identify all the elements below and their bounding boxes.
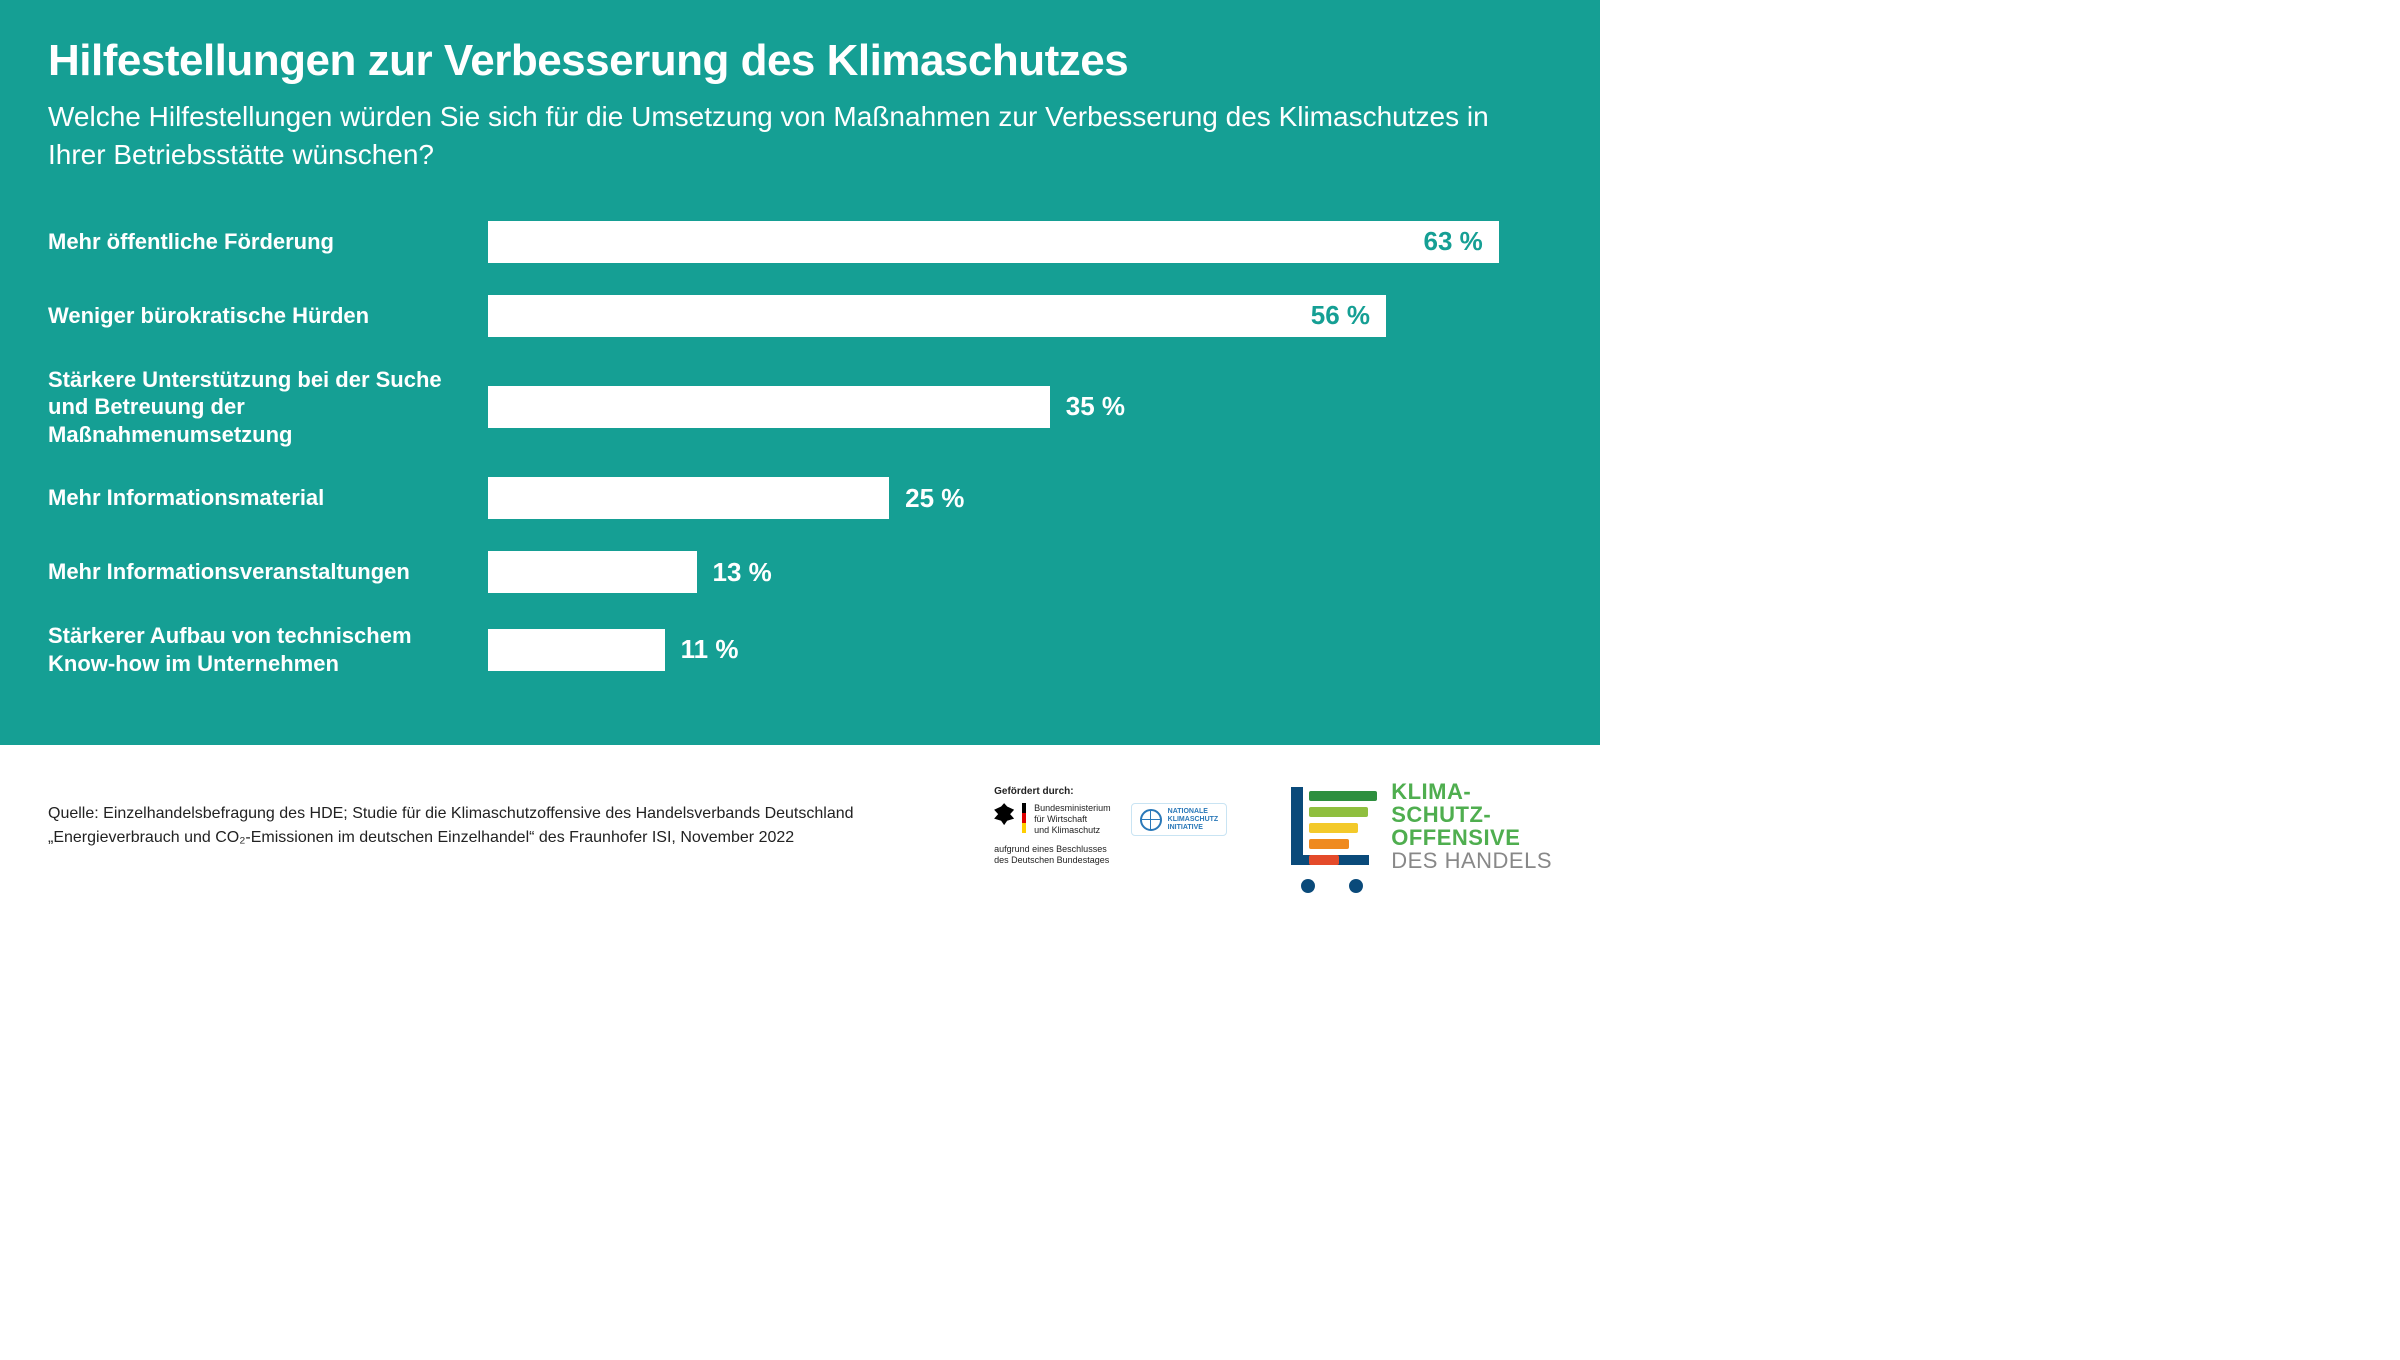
bar-row: Weniger bürokratische Hürden 56 %: [48, 292, 1552, 340]
bar-value: 63 %: [1424, 226, 1483, 257]
bar-fill: [488, 477, 889, 519]
chart-title: Hilfestellungen zur Verbesserung des Kli…: [48, 36, 1552, 86]
bar-fill: [488, 629, 665, 671]
bar-fill: 63 %: [488, 221, 1499, 263]
sponsor-heading: Gefördert durch:: [994, 786, 1073, 797]
bar-fill: [488, 551, 697, 593]
bar-track: 56 %: [488, 295, 1552, 337]
source-line1: Quelle: Einzelhandelsbefragung des HDE; …: [48, 802, 994, 826]
bar-label: Mehr Informationsmaterial: [48, 484, 488, 512]
brand-logo: KLIMA- SCHUTZ- OFFENSIVE DES HANDELS: [1287, 780, 1552, 872]
nki-line3: INITIATIVE: [1168, 824, 1219, 832]
bar-row: Stärkerer Aufbau von technischem Know-ho…: [48, 622, 1552, 677]
brand-line2: SCHUTZ-: [1391, 803, 1552, 826]
bar-label: Mehr öffentliche Förderung: [48, 228, 488, 256]
bar-value: 25 %: [905, 483, 964, 514]
bar-fill: 56 %: [488, 295, 1386, 337]
bar-list: Mehr öffentliche Förderung 63 % Weniger bü…: [48, 218, 1552, 721]
brand-line4: DES HANDELS: [1391, 849, 1552, 872]
sponsor-sub-line2: des Deutschen Bundestages: [994, 855, 1109, 866]
globe-icon: [1140, 809, 1162, 831]
brand-line3: OFFENSIVE: [1391, 826, 1552, 849]
bar-track: 35 %: [488, 386, 1552, 428]
bar-track: 63 %: [488, 221, 1552, 263]
bar-label: Mehr Informationsveranstaltungen: [48, 558, 488, 586]
source-line2: „Energieverbrauch und CO₂-Emissionen im …: [48, 826, 994, 850]
bar-value: 56 %: [1311, 300, 1370, 331]
bar-label: Stärkerer Aufbau von technischem Know-ho…: [48, 622, 488, 677]
bar-track: 25 %: [488, 477, 1552, 519]
flag-icon: [1022, 803, 1026, 833]
brand-line1: KLIMA-: [1391, 780, 1552, 803]
nki-line2: KLIMASCHUTZ: [1168, 816, 1219, 824]
bar-value: 13 %: [713, 557, 772, 588]
ministry-line1: Bundesministerium: [1034, 803, 1111, 814]
nki-logo: NATIONALE KLIMASCHUTZ INITIATIVE: [1131, 803, 1228, 836]
cart-icon: [1287, 781, 1377, 871]
bar-fill: [488, 386, 1050, 428]
bar-value: 11 %: [681, 634, 739, 665]
bar-row: Mehr öffentliche Förderung 63 %: [48, 218, 1552, 266]
bar-track: 13 %: [488, 551, 1552, 593]
sponsor-block: Gefördert durch: Bundesministerium für W…: [994, 786, 1227, 866]
ministry-line2: für Wirtschaft: [1034, 814, 1111, 825]
chart-subtitle: Welche Hilfestellungen würden Sie sich f…: [48, 98, 1508, 174]
footer: Quelle: Einzelhandelsbefragung des HDE; …: [0, 745, 1600, 907]
ministry-logo: Bundesministerium für Wirtschaft und Kli…: [994, 803, 1111, 835]
bar-row: Mehr Informationsmaterial 25 %: [48, 474, 1552, 522]
bar-row: Stärkere Unterstützung bei der Suche und…: [48, 366, 1552, 449]
nki-line1: NATIONALE: [1168, 808, 1219, 816]
ministry-line3: und Klimaschutz: [1034, 825, 1111, 836]
sponsor-subtext: aufgrund eines Beschlusses des Deutschen…: [994, 844, 1109, 866]
bar-label: Weniger bürokratische Hürden: [48, 302, 488, 330]
brand-text: KLIMA- SCHUTZ- OFFENSIVE DES HANDELS: [1391, 780, 1552, 872]
bar-label: Stärkere Unterstützung bei der Suche und…: [48, 366, 488, 449]
chart-panel: Hilfestellungen zur Verbesserung des Kli…: [0, 0, 1600, 745]
eagle-icon: [994, 803, 1014, 825]
bar-value: 35 %: [1066, 391, 1125, 422]
ministry-text: Bundesministerium für Wirtschaft und Kli…: [1034, 803, 1111, 835]
bar-track: 11 %: [488, 629, 1552, 671]
sponsor-sub-line1: aufgrund eines Beschlusses: [994, 844, 1109, 855]
bar-row: Mehr Informationsveranstaltungen 13 %: [48, 548, 1552, 596]
source-citation: Quelle: Einzelhandelsbefragung des HDE; …: [48, 802, 994, 850]
